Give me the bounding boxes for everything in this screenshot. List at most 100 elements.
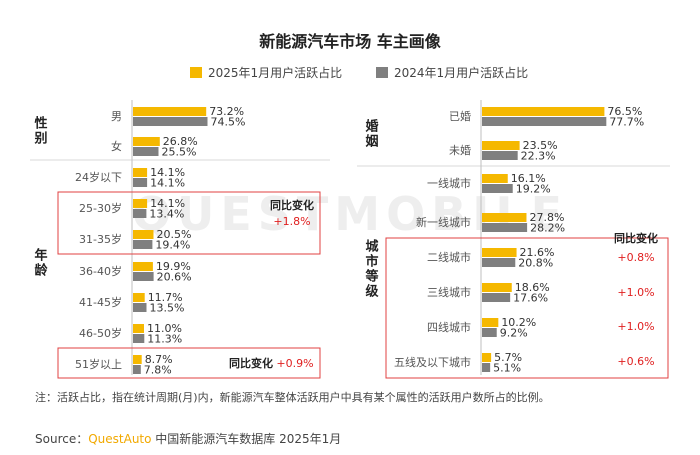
- data-label-2025: 14.1%: [150, 197, 185, 210]
- bar-2025: [482, 248, 517, 257]
- data-label-2024: 20.8%: [518, 257, 553, 270]
- bar-2024: [133, 365, 141, 374]
- category-label: 51岁以上: [75, 357, 122, 371]
- yoy-title: 同比变化: [614, 231, 658, 245]
- data-label-2025: 26.8%: [163, 135, 198, 148]
- bar-2024: [482, 328, 497, 337]
- category-label: 男: [111, 110, 122, 123]
- chart-title: 新能源汽车市场 车主画像: [259, 32, 441, 51]
- bar-2025: [133, 107, 207, 116]
- bar-2024: [133, 117, 208, 126]
- data-label-2025: 5.7%: [494, 351, 522, 364]
- bar-2025: [133, 137, 160, 146]
- data-label-2025: 10.2%: [501, 316, 536, 329]
- group-label-char: 龄: [34, 263, 48, 279]
- category-label: 四线城市: [427, 320, 471, 334]
- data-label-2025: 11.0%: [147, 322, 182, 335]
- data-label-2024: 20.6%: [157, 271, 192, 284]
- bar-2025: [482, 174, 508, 183]
- data-label-2024: 28.2%: [530, 222, 565, 235]
- legend-item-2025: 2025年1月用户活跃占比: [190, 64, 342, 81]
- group-label-char: 性: [34, 116, 47, 132]
- yoy-title: 同比变化: [229, 356, 273, 370]
- data-label-2024: 5.1%: [493, 362, 521, 375]
- category-label: 已婚: [449, 109, 471, 123]
- bar-2025: [133, 199, 148, 208]
- bar-2024: [133, 178, 148, 187]
- source-prefix: Source：: [35, 432, 89, 446]
- bar-2025: [482, 353, 492, 362]
- legend-swatch-2025: [190, 67, 202, 78]
- data-label-2025: 16.1%: [511, 172, 546, 185]
- yoy-value: +0.9%: [276, 357, 313, 370]
- yoy-title: 同比变化: [270, 198, 314, 212]
- data-label-2025: 27.8%: [529, 211, 564, 224]
- bar-2024: [482, 363, 491, 372]
- category-label: 31-35岁: [79, 232, 122, 246]
- bar-2025: [482, 283, 512, 292]
- data-label-2025: 73.2%: [209, 105, 244, 118]
- category-label: 二线城市: [427, 250, 471, 264]
- data-label-2025: 20.5%: [157, 228, 192, 241]
- data-label-2024: 19.4%: [155, 239, 190, 252]
- yoy-value: +0.6%: [617, 355, 654, 368]
- group-label-char: 等: [364, 269, 378, 285]
- group-label-char: 婚: [365, 119, 378, 135]
- data-label-2024: 9.2%: [500, 327, 528, 340]
- category-label: 未婚: [449, 143, 471, 157]
- yoy-value: +1.0%: [617, 286, 654, 299]
- data-label-2025: 21.6%: [520, 246, 555, 259]
- bar-2025: [133, 168, 148, 177]
- group-label-char: 年: [34, 248, 47, 264]
- footnote: 注：活跃占比，指在统计周期(月)内，新能源汽车整体活跃用户中具有某个属性的活跃用…: [35, 391, 550, 404]
- category-label: 46-50岁: [79, 326, 122, 340]
- bar-2025: [482, 213, 527, 222]
- bar-2024: [133, 303, 147, 312]
- category-label: 25-30岁: [79, 201, 122, 215]
- group-label-char: 城: [365, 239, 378, 255]
- category-label: 一线城市: [427, 176, 471, 190]
- data-label-2025: 8.7%: [145, 353, 173, 366]
- legend-item-2024: 2024年1月用户活跃占比: [376, 64, 528, 81]
- category-label: 36-40岁: [79, 264, 122, 278]
- data-label-2024: 74.5%: [211, 116, 246, 129]
- data-label-2025: 14.1%: [150, 166, 185, 179]
- source-line: Source：QuestAuto 中国新能源汽车数据库 2025年1月: [35, 430, 341, 447]
- bar-2024: [133, 209, 147, 218]
- legend-swatch-2024: [376, 67, 388, 78]
- bar-2024: [482, 151, 518, 160]
- category-label: 24岁以下: [75, 170, 122, 184]
- bar-2024: [133, 334, 145, 343]
- highlight-box-25-35: [57, 191, 321, 255]
- data-label-2025: 11.7%: [148, 291, 183, 304]
- highlight-box-51plus: [57, 347, 321, 379]
- category-label: 五线及以下城市: [394, 355, 471, 369]
- group-label-char: 级: [365, 284, 379, 300]
- data-label-2025: 18.6%: [515, 281, 550, 294]
- data-label-2025: 19.9%: [156, 260, 191, 273]
- source-text: 中国新能源汽车数据库 2025年1月: [151, 432, 342, 446]
- bar-2024: [133, 272, 154, 281]
- bar-2024: [482, 223, 528, 232]
- category-label: 41-45岁: [79, 295, 122, 309]
- highlight-box-city-tiers: [385, 237, 669, 379]
- bar-2025: [482, 318, 499, 327]
- data-label-2024: 25.5%: [162, 146, 197, 159]
- data-label-2024: 17.6%: [513, 292, 548, 305]
- yoy-value: +1.0%: [617, 320, 654, 333]
- data-label-2024: 77.7%: [609, 116, 644, 129]
- bar-2025: [133, 355, 142, 364]
- group-label-char: 姻: [365, 134, 378, 150]
- bar-2024: [133, 147, 159, 156]
- data-label-2024: 14.1%: [150, 177, 185, 190]
- data-label-2024: 22.3%: [521, 150, 556, 163]
- data-label-2024: 13.5%: [150, 302, 185, 315]
- group-label-char: 别: [33, 132, 47, 147]
- legend-label-2024: 2024年1月用户活跃占比: [394, 66, 529, 80]
- bar-2024: [482, 293, 511, 302]
- yoy-value: +1.8%: [273, 215, 310, 228]
- bar-2024: [482, 258, 516, 267]
- category-label: 三线城市: [427, 285, 471, 299]
- data-label-2024: 19.2%: [516, 183, 551, 196]
